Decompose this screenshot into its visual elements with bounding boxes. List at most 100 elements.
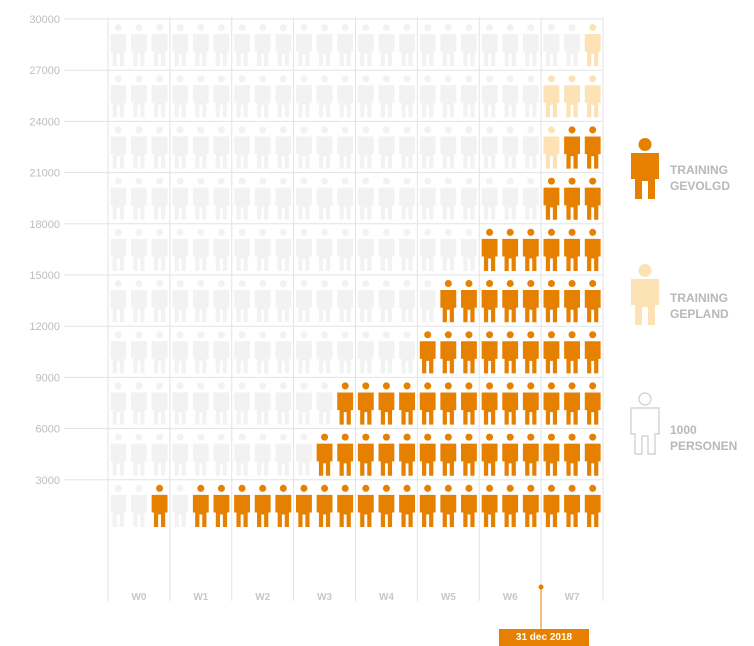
y-tick-label: 9000	[36, 372, 60, 384]
person-icon	[275, 24, 292, 67]
person-icon	[213, 382, 230, 425]
x-tick-label: W5	[441, 592, 456, 603]
person-icon	[584, 331, 601, 374]
person-icon	[399, 280, 415, 323]
person-icon	[502, 484, 519, 527]
person-icon	[296, 228, 312, 271]
person-icon	[254, 24, 271, 67]
person-icon	[440, 24, 457, 67]
person-icon	[357, 280, 374, 323]
person-icon	[234, 228, 250, 271]
person-icon	[234, 126, 250, 169]
person-icon	[275, 433, 292, 476]
person-icon	[543, 126, 560, 169]
person-icon	[151, 228, 168, 271]
person-icon	[192, 228, 209, 271]
person-icon	[543, 280, 560, 323]
person-icon	[543, 382, 560, 425]
person-icon	[564, 382, 580, 425]
person-icon	[254, 126, 271, 169]
person-icon	[419, 280, 436, 323]
person-icon	[172, 382, 189, 425]
person-icon	[399, 331, 415, 374]
person-icon	[399, 126, 415, 169]
person-icon	[110, 331, 127, 374]
person-icon	[172, 433, 189, 476]
person-icon	[399, 433, 415, 476]
y-tick-label: 3000	[36, 475, 60, 487]
person-icon	[131, 382, 147, 425]
person-icon	[522, 75, 539, 118]
person-icon	[192, 280, 209, 323]
person-icon	[522, 433, 539, 476]
legend-label-personen: 1000 PERSONEN	[670, 423, 738, 453]
x-tick-label: W2	[255, 592, 270, 603]
person-icon	[234, 382, 250, 425]
person-icon	[151, 75, 168, 118]
person-icon	[316, 24, 333, 67]
person-icon	[564, 126, 580, 169]
person-icon	[357, 75, 374, 118]
person-icon	[337, 24, 354, 67]
person-icon	[461, 24, 477, 67]
person-icon	[419, 75, 436, 118]
person-icon	[275, 228, 292, 271]
person-icon	[378, 24, 395, 67]
person-icon	[254, 382, 271, 425]
person-icon	[275, 484, 292, 527]
person-icon	[564, 484, 580, 527]
person-icon	[337, 433, 354, 476]
person-icon	[378, 228, 395, 271]
person-icon	[151, 433, 168, 476]
person-icon	[419, 228, 436, 271]
person-icon	[399, 484, 415, 527]
person-icon	[357, 126, 374, 169]
person-icon	[172, 331, 189, 374]
person-icon	[419, 24, 436, 67]
person-icon	[254, 177, 271, 220]
person-icon	[357, 228, 374, 271]
person-icon	[378, 280, 395, 323]
person-icon	[131, 228, 147, 271]
person-icon	[399, 75, 415, 118]
person-icon	[151, 484, 168, 527]
person-icon	[543, 331, 560, 374]
person-icon	[296, 177, 312, 220]
person-icon	[234, 331, 250, 374]
person-icon	[172, 126, 189, 169]
person-icon	[213, 24, 230, 67]
person-icon	[316, 126, 333, 169]
person-icon	[584, 75, 601, 118]
person-icon	[419, 484, 436, 527]
legend-label-gepland: TRAINING GEPLAND	[670, 291, 729, 321]
person-icon	[110, 75, 127, 118]
person-icon	[316, 331, 333, 374]
person-icon	[337, 382, 354, 425]
y-tick-label: 12000	[29, 321, 60, 333]
person-icon	[151, 382, 168, 425]
person-icon	[192, 484, 209, 527]
person-icon	[110, 177, 127, 220]
person-icon	[502, 280, 519, 323]
person-icon	[296, 433, 312, 476]
person-icon	[543, 433, 560, 476]
person-icon	[357, 433, 374, 476]
person-icon	[481, 433, 498, 476]
y-tick-label: 30000	[29, 14, 60, 26]
person-icon	[110, 382, 127, 425]
y-tick-label: 15000	[29, 270, 60, 282]
person-icon	[440, 75, 457, 118]
person-icon	[522, 280, 539, 323]
person-icon	[522, 126, 539, 169]
person-icon	[564, 433, 580, 476]
person-icon	[378, 331, 395, 374]
person-icon	[151, 126, 168, 169]
person-icon	[564, 331, 580, 374]
legend-item-gepland: TRAINING GEPLAND	[628, 264, 754, 334]
person-icon	[131, 126, 147, 169]
person-icon	[275, 382, 292, 425]
person-icon	[131, 433, 147, 476]
person-icon	[131, 280, 147, 323]
person-icon	[296, 24, 312, 67]
person-icon	[234, 280, 250, 323]
